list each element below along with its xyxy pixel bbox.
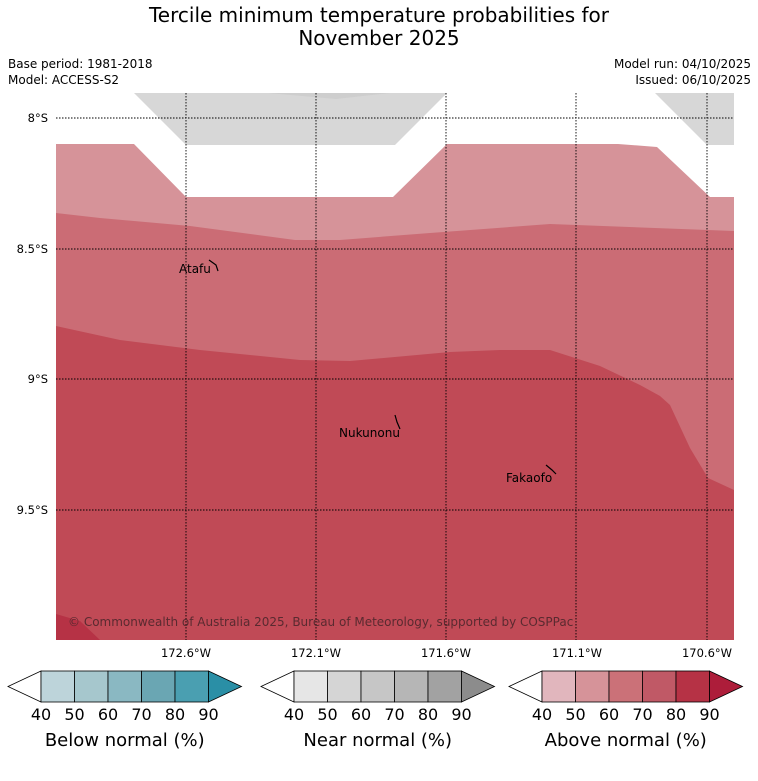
issued-text: Issued: 06/10/2025	[635, 73, 751, 87]
lon-label-171-1w: 171.1°W	[551, 646, 603, 660]
near-normal-colorbar-segment	[394, 670, 429, 703]
title-line-2: November 2025	[298, 26, 460, 50]
below-normal-colorbar-segment	[141, 670, 176, 703]
below-normal-colorbar-min-extend	[7, 670, 42, 703]
near-normal-colorbar-min-extend	[260, 670, 295, 703]
below-normal-tick-label: 50	[64, 705, 85, 724]
near-normal-colorbar-max-extend	[461, 670, 496, 703]
title-line-1: Tercile minimum temperature probabilitie…	[148, 3, 610, 27]
below-normal-tick-label: 70	[131, 705, 152, 724]
above-normal-80-90-region	[56, 614, 100, 640]
near-normal-colorbar-segment	[293, 670, 328, 703]
below-normal-colorbar-segment	[107, 670, 142, 703]
meta-right: Model run: 04/10/2025 Issued: 06/10/2025	[614, 56, 751, 88]
near-normal-region-inner	[268, 93, 390, 99]
lon-label-170-6w: 170.6°W	[681, 646, 733, 660]
near-normal-tick-label: 70	[384, 705, 405, 724]
above-normal-tick-label: 70	[632, 705, 653, 724]
near-normal-colorbar-segment	[360, 670, 395, 703]
probability-map: Atafu Nukunonu Fakaofo © Commonwealth of…	[56, 93, 734, 640]
lon-label-172-6w: 172.6°W	[160, 646, 212, 660]
lon-label-171-6w: 171.6°W	[420, 646, 472, 660]
lat-label-9-5s: 9.5°S	[16, 503, 48, 517]
atafu-island-shape	[208, 259, 219, 272]
below-normal-colorbar-max-extend	[208, 670, 243, 703]
map-title: Tercile minimum temperature probabilitie…	[0, 4, 758, 50]
above-normal-tick-label: 60	[598, 705, 620, 724]
graticule	[56, 93, 734, 640]
near-normal-region-east	[655, 93, 734, 145]
below-normal-tick-label: 90	[198, 705, 219, 724]
above-normal-colorbar-segment	[575, 670, 610, 703]
below-normal-tick-label: 40	[30, 705, 52, 724]
nukunonu-island-shape	[394, 414, 401, 430]
above-normal-colorbar-max-extend	[709, 670, 744, 703]
above-normal-tick-label: 80	[665, 705, 687, 724]
lon-label-172-1w: 172.1°W	[290, 646, 342, 660]
below-normal-tick-label: 80	[164, 705, 186, 724]
base-period-text: Base period: 1981-2018	[8, 57, 153, 71]
nukunonu-label: Nukunonu	[339, 426, 400, 440]
near-normal-region-west	[134, 93, 447, 145]
fakaofo-label: Fakaofo	[506, 471, 552, 485]
meta-left: Base period: 1981-2018 Model: ACCESS-S2	[8, 56, 153, 88]
copyright-notice: © Commonwealth of Australia 2025, Bureau…	[68, 615, 573, 629]
near-normal-tick-label: 60	[350, 705, 372, 724]
below-normal-colorbar	[7, 670, 243, 703]
model-text: Model: ACCESS-S2	[8, 73, 120, 87]
near-normal-tick-label: 50	[317, 705, 338, 724]
near-normal-colorbar	[260, 670, 496, 703]
below-normal-colorbar-segment	[40, 670, 75, 703]
above-normal-70-80-region	[56, 326, 734, 640]
below-normal-legend-title: Below normal (%)	[44, 730, 205, 751]
model-run-text: Model run: 04/10/2025	[613, 57, 751, 71]
near-normal-tick-label: 40	[283, 705, 305, 724]
near-normal-legend-title: Near normal (%)	[303, 730, 453, 751]
above-normal-colorbar-segment	[541, 670, 576, 703]
below-normal-colorbar-segment	[174, 670, 209, 703]
lat-label-8-5s: 8.5°S	[16, 242, 48, 256]
above-normal-colorbar-segment	[642, 670, 677, 703]
lat-label-9s: 9°S	[27, 372, 48, 386]
above-normal-colorbar-min-extend	[508, 670, 543, 703]
near-normal-colorbar-segment	[327, 670, 362, 703]
colorbar-legends	[7, 670, 744, 703]
lat-label-8s: 8°S	[27, 111, 48, 125]
above-normal-tick-label: 40	[531, 705, 553, 724]
below-normal-colorbar-segment	[74, 670, 109, 703]
fakaofo-island-shape	[545, 464, 557, 475]
atafu-label: Atafu	[179, 262, 211, 276]
near-normal-tick-label: 80	[417, 705, 439, 724]
above-normal-colorbar	[508, 670, 744, 703]
above-normal-colorbar-segment	[675, 670, 710, 703]
above-normal-tick-label: 50	[565, 705, 586, 724]
near-normal-tick-label: 90	[451, 705, 472, 724]
above-normal-tick-label: 90	[699, 705, 720, 724]
above-normal-colorbar-segment	[608, 670, 643, 703]
near-normal-colorbar-segment	[427, 670, 462, 703]
above-normal-legend-title: Above normal (%)	[544, 730, 707, 751]
below-normal-tick-label: 60	[97, 705, 119, 724]
